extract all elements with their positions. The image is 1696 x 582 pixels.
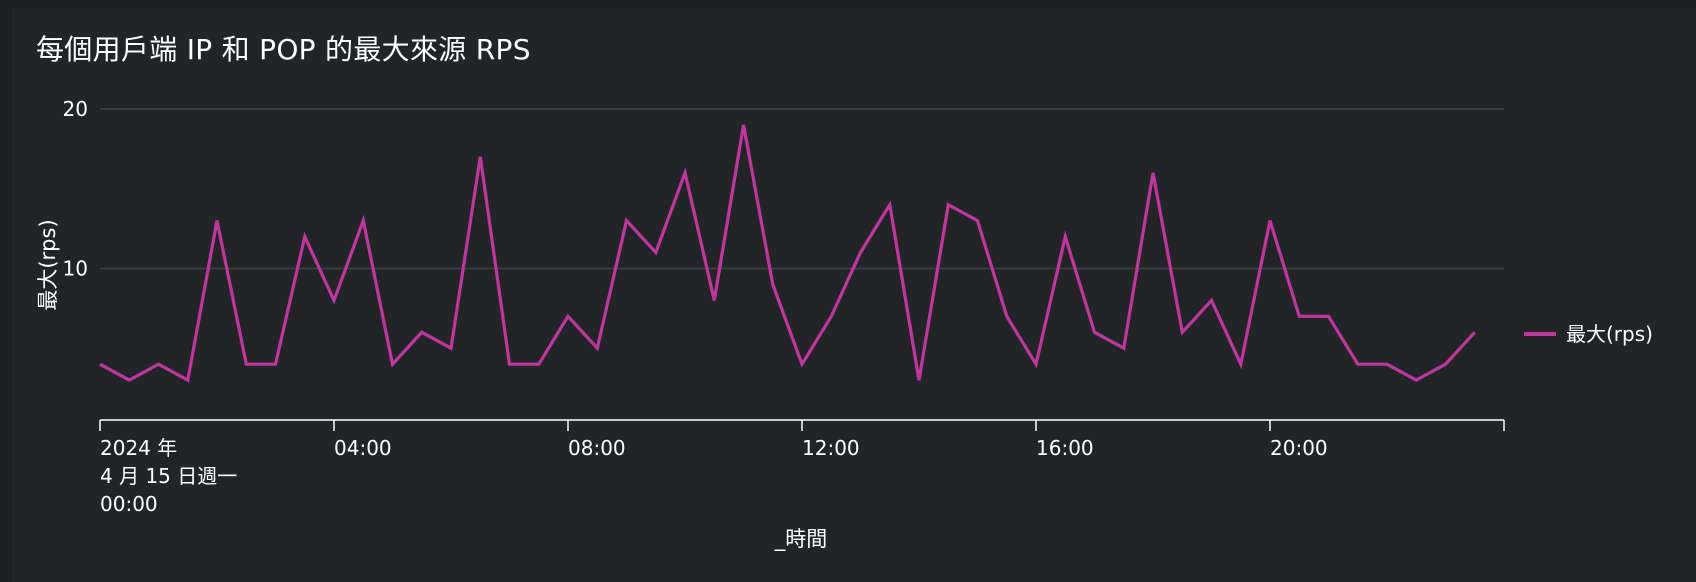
data-point[interactable] [478,154,483,159]
data-point[interactable] [653,250,658,255]
data-point[interactable] [1209,298,1214,303]
data-point[interactable] [1297,314,1302,319]
data-point[interactable] [244,362,249,367]
x-tick-label-start: 4 月 15 日週一 [100,464,237,488]
data-point[interactable] [1355,362,1360,367]
data-point[interactable] [917,378,922,383]
data-point[interactable] [1443,362,1448,367]
data-point[interactable] [1063,234,1068,239]
y-tick-label: 20 [63,97,88,121]
data-point[interactable] [1472,330,1477,335]
data-point[interactable] [1092,330,1097,335]
data-point[interactable] [566,314,571,319]
data-point[interactable] [1268,218,1273,223]
data-point[interactable] [887,202,892,207]
data-point[interactable] [332,298,337,303]
x-tick-label-start: 2024 年 [100,436,177,460]
data-point[interactable] [185,378,190,383]
chart-title: 每個用戶端 IP 和 POP 的最大來源 RPS [36,33,531,66]
data-point[interactable] [302,234,307,239]
data-point[interactable] [127,378,132,383]
data-point[interactable] [156,362,161,367]
data-point[interactable] [215,218,220,223]
data-point[interactable] [712,298,717,303]
data-point[interactable] [624,218,629,223]
data-point[interactable] [1238,362,1243,367]
data-point[interactable] [390,362,395,367]
data-point[interactable] [829,314,834,319]
data-point[interactable] [858,250,863,255]
data-point[interactable] [419,330,424,335]
x-tick-label-start: 00:00 [100,492,158,516]
data-point[interactable] [1004,314,1009,319]
data-point[interactable] [1326,314,1331,319]
data-point[interactable] [741,122,746,127]
data-point[interactable] [273,362,278,367]
legend[interactable]: 最大(rps) [1524,322,1653,346]
legend-label: 最大(rps) [1566,322,1653,346]
y-axis-label: 最大(rps) [36,219,60,310]
data-point[interactable] [361,218,366,223]
data-point[interactable] [1151,170,1156,175]
data-point[interactable] [595,346,600,351]
data-point[interactable] [1385,362,1390,367]
data-point[interactable] [1180,330,1185,335]
x-tick-label: 16:00 [1036,436,1094,460]
data-point[interactable] [449,346,454,351]
x-axis-label: _時間 [774,527,828,552]
data-point[interactable] [98,362,103,367]
data-point[interactable] [683,170,688,175]
data-point[interactable] [536,362,541,367]
series-line[interactable] [99,124,1476,383]
data-point[interactable] [1414,378,1419,383]
x-tick-label: 20:00 [1270,436,1328,460]
x-tick-label: 04:00 [334,436,392,460]
data-point[interactable] [1034,362,1039,367]
data-point[interactable] [507,362,512,367]
data-point[interactable] [946,202,951,207]
data-point[interactable] [770,282,775,287]
y-tick-label: 10 [63,256,88,280]
data-point[interactable] [1121,346,1126,351]
data-point[interactable] [800,362,805,367]
x-tick-label: 08:00 [568,436,626,460]
data-point[interactable] [975,218,980,223]
x-tick-label: 12:00 [802,436,860,460]
